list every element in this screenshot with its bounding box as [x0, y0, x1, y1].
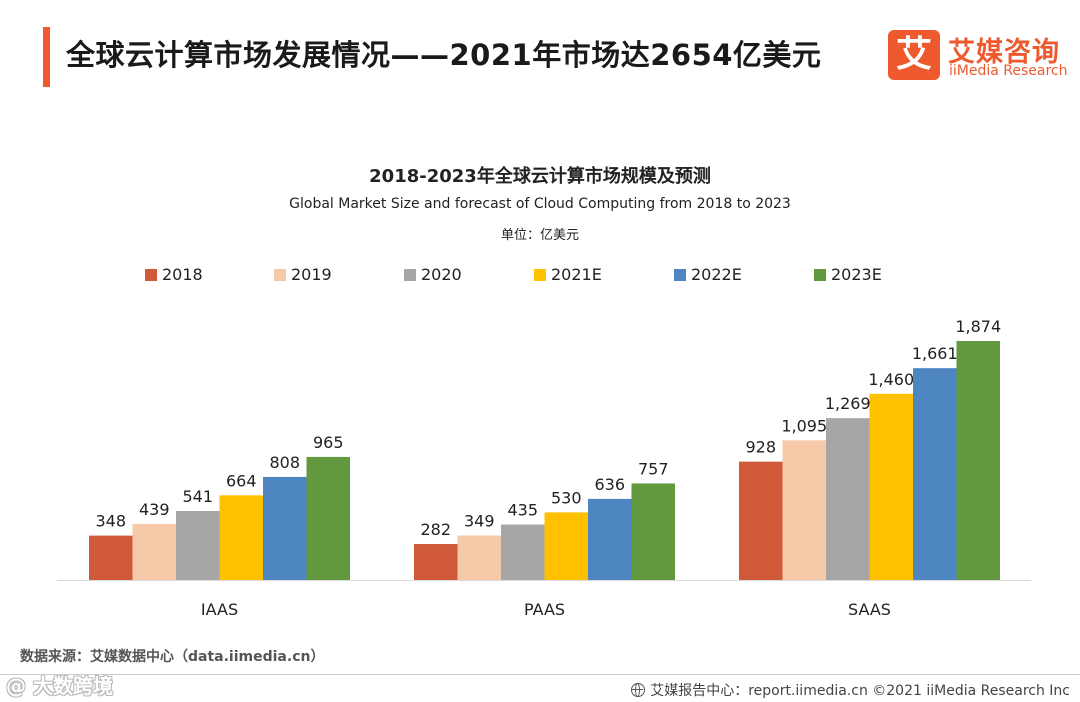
data-label-paas-2020: 435	[507, 501, 538, 520]
bar-iaas-2019	[132, 524, 176, 580]
legend-label: 2021E	[551, 265, 602, 284]
legend-label: 2020	[421, 265, 462, 284]
data-label-saas-2023e: 1,874	[955, 317, 1001, 336]
x-tick-label-saas: SAAS	[848, 600, 891, 619]
data-label-paas-2018: 282	[420, 520, 451, 539]
legend-swatch	[534, 269, 546, 281]
legend-swatch	[814, 269, 826, 281]
bar-iaas-2020	[176, 511, 220, 580]
data-label-paas-2021e: 530	[551, 488, 582, 507]
title-accent-bar	[43, 27, 50, 87]
legend-label: 2023E	[831, 265, 882, 284]
footer-divider	[0, 674, 1080, 675]
bar-saas-2023e	[956, 341, 1000, 580]
bar-paas-2018	[414, 544, 458, 580]
legend-swatch	[145, 269, 157, 281]
bar-saas-2021e	[869, 393, 913, 580]
data-label-saas-2018: 928	[745, 438, 776, 457]
data-label-saas-2019: 1,095	[781, 416, 827, 435]
bar-saas-2019	[782, 440, 826, 580]
data-label-iaas-2020: 541	[182, 487, 213, 506]
logo-name-cn: 艾媒咨询	[948, 37, 1060, 68]
data-source-note: 数据来源：艾媒数据中心（data.iimedia.cn）	[20, 649, 325, 665]
data-label-saas-2020: 1,269	[825, 394, 871, 413]
bar-saas-2020	[826, 418, 870, 580]
legend-swatch	[274, 269, 286, 281]
x-tick-label-iaas: IAAS	[201, 600, 238, 619]
legend-label: 2019	[291, 265, 332, 284]
data-label-paas-2022e: 636	[594, 475, 625, 494]
watermark: @ 大数跨境	[6, 674, 113, 698]
chart-subtitle: Global Market Size and forecast of Cloud…	[289, 196, 791, 212]
legend-swatch	[674, 269, 686, 281]
globe-icon	[631, 682, 646, 697]
data-label-saas-2021e: 1,460	[868, 370, 914, 389]
bar-iaas-2022e	[263, 476, 307, 580]
footer: 艾媒报告中心：report.iimedia.cn ©2021 iiMedia R…	[631, 680, 1070, 700]
legend-label: 2018	[162, 265, 203, 284]
bar-paas-2022e	[588, 498, 632, 580]
bar-iaas-2021e	[219, 495, 263, 580]
iimedia-logo: 艾 艾媒咨询 iiMedia Research	[888, 30, 1068, 82]
page-title: 全球云计算市场发展情况——2021年市场达2654亿美元	[66, 38, 822, 72]
bar-paas-2021e	[544, 512, 588, 580]
data-label-iaas-2021e: 664	[226, 471, 257, 490]
logo-name-en: iiMedia Research	[949, 63, 1068, 79]
bar-iaas-2023e	[306, 456, 350, 580]
data-label-saas-2022e: 1,661	[912, 344, 958, 363]
bar-iaas-2018	[89, 535, 133, 580]
bar-saas-2018	[739, 461, 783, 580]
data-label-iaas-2018: 348	[95, 512, 126, 531]
data-label-paas-2023e: 757	[638, 459, 669, 478]
bar-saas-2022e	[913, 368, 957, 580]
footer-text: 艾媒报告中心：report.iimedia.cn ©2021 iiMedia R…	[650, 683, 1070, 699]
chart-title: 2018-2023年全球云计算市场规模及预测	[369, 166, 711, 187]
bar-chart: 348 439 541 664 808 965 IAAS 282 349 435 530 636 757…	[57, 317, 1031, 619]
x-tick-label-paas: PAAS	[524, 600, 565, 619]
legend-label: 2022E	[691, 265, 742, 284]
chart-unit: 单位：亿美元	[500, 228, 579, 243]
legend-swatch	[404, 269, 416, 281]
bar-paas-2020	[501, 524, 545, 580]
logo-mark-icon: 艾	[888, 30, 940, 80]
data-label-iaas-2019: 439	[139, 500, 170, 519]
data-label-iaas-2023e: 965	[313, 433, 344, 452]
chart-legend: 2018 2019 2020 2021E 2022E 2023E	[0, 264, 1080, 286]
data-label-paas-2019: 349	[464, 511, 495, 530]
bar-paas-2023e	[631, 483, 675, 580]
bar-paas-2019	[457, 535, 501, 580]
data-label-iaas-2022e: 808	[269, 453, 300, 472]
